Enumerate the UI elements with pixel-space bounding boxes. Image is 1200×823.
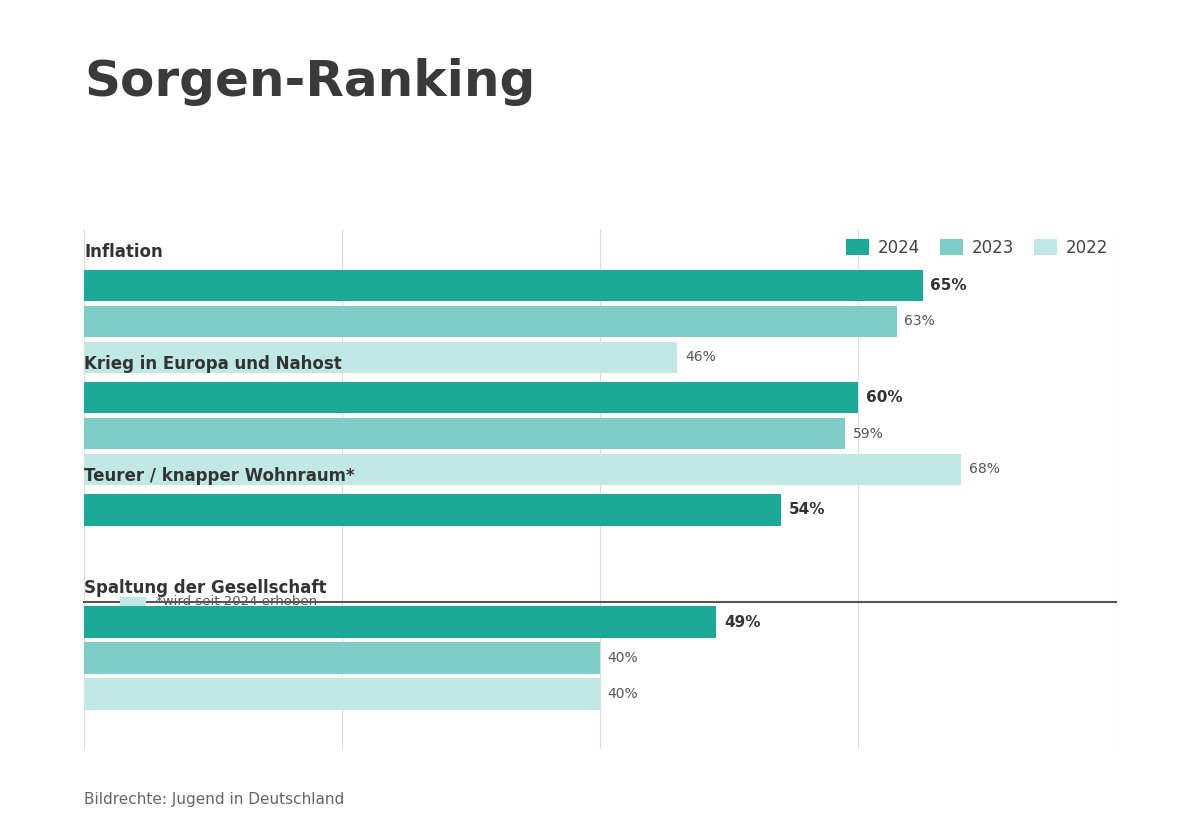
Text: Bildrechte: Jugend in Deutschland: Bildrechte: Jugend in Deutschland — [84, 792, 344, 807]
Bar — [84, 607, 716, 638]
Text: Spaltung der Gesellschaft: Spaltung der Gesellschaft — [84, 579, 326, 597]
Text: 54%: 54% — [788, 502, 824, 518]
Bar — [84, 678, 600, 709]
Text: *wird seit 2024 erhoben: *wird seit 2024 erhoben — [156, 595, 317, 608]
Text: 40%: 40% — [607, 651, 638, 665]
Text: Krieg in Europa und Nahost: Krieg in Europa und Nahost — [84, 355, 342, 373]
Text: 59%: 59% — [853, 426, 883, 440]
Bar — [84, 342, 678, 373]
Text: 60%: 60% — [865, 390, 902, 405]
Text: 49%: 49% — [724, 615, 761, 630]
Text: 46%: 46% — [685, 351, 716, 365]
Bar — [84, 418, 845, 449]
Bar — [84, 453, 961, 486]
Text: 63%: 63% — [905, 314, 935, 328]
Legend: 2024, 2023, 2022: 2024, 2023, 2022 — [846, 239, 1108, 257]
Text: 65%: 65% — [930, 278, 967, 293]
Text: 68%: 68% — [968, 463, 1000, 477]
Bar — [120, 597, 146, 607]
Text: Sorgen-Ranking: Sorgen-Ranking — [84, 58, 535, 105]
Bar — [84, 642, 600, 674]
Text: 40%: 40% — [607, 687, 638, 701]
Text: Inflation: Inflation — [84, 243, 163, 261]
Bar — [84, 270, 923, 301]
Bar — [84, 494, 781, 526]
Text: Teurer / knapper Wohnraum*: Teurer / knapper Wohnraum* — [84, 467, 355, 486]
Bar — [84, 305, 896, 337]
Bar — [84, 382, 858, 413]
